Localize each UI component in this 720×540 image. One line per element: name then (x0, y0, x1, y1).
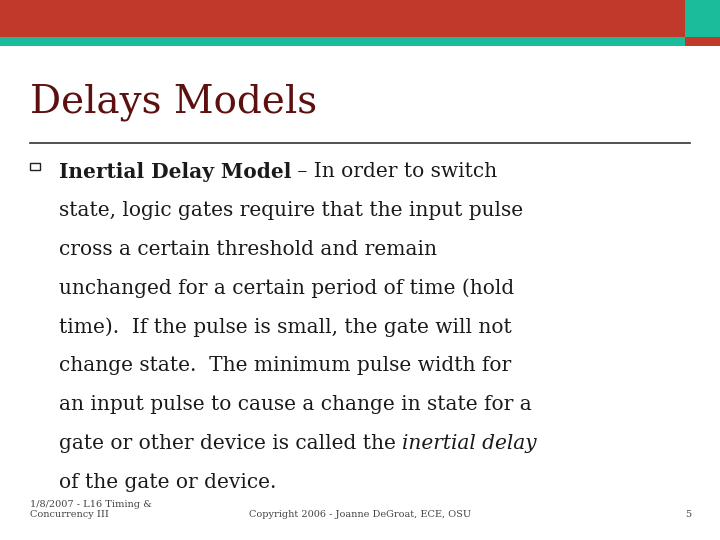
Text: an input pulse to cause a change in state for a: an input pulse to cause a change in stat… (59, 395, 532, 414)
Text: 1/8/2007 - L16 Timing &
Concurrency III: 1/8/2007 - L16 Timing & Concurrency III (30, 500, 152, 519)
Text: Copyright 2006 - Joanne DeGroat, ECE, OSU: Copyright 2006 - Joanne DeGroat, ECE, OS… (249, 510, 471, 519)
Text: of the gate or device.: of the gate or device. (59, 473, 276, 492)
Text: – In order to switch: – In order to switch (292, 162, 498, 181)
Text: time).  If the pulse is small, the gate will not: time). If the pulse is small, the gate w… (59, 318, 512, 337)
Text: Inertial Delay Model: Inertial Delay Model (59, 162, 292, 182)
Text: state, logic gates require that the input pulse: state, logic gates require that the inpu… (59, 201, 523, 220)
Text: cross a certain threshold and remain: cross a certain threshold and remain (59, 240, 437, 259)
Text: unchanged for a certain period of time (hold: unchanged for a certain period of time (… (59, 279, 514, 298)
Text: Delays Models: Delays Models (30, 84, 318, 121)
Bar (0, 37, 685, 46)
Bar (30, 163, 40, 170)
Bar (685, 0, 720, 37)
Text: 5: 5 (685, 510, 691, 519)
Bar (685, 37, 720, 46)
Text: inertial delay: inertial delay (402, 434, 537, 453)
Text: change state.  The minimum pulse width for: change state. The minimum pulse width fo… (59, 356, 511, 375)
Text: gate or other device is called the: gate or other device is called the (59, 434, 402, 453)
Bar (0, 0, 685, 37)
